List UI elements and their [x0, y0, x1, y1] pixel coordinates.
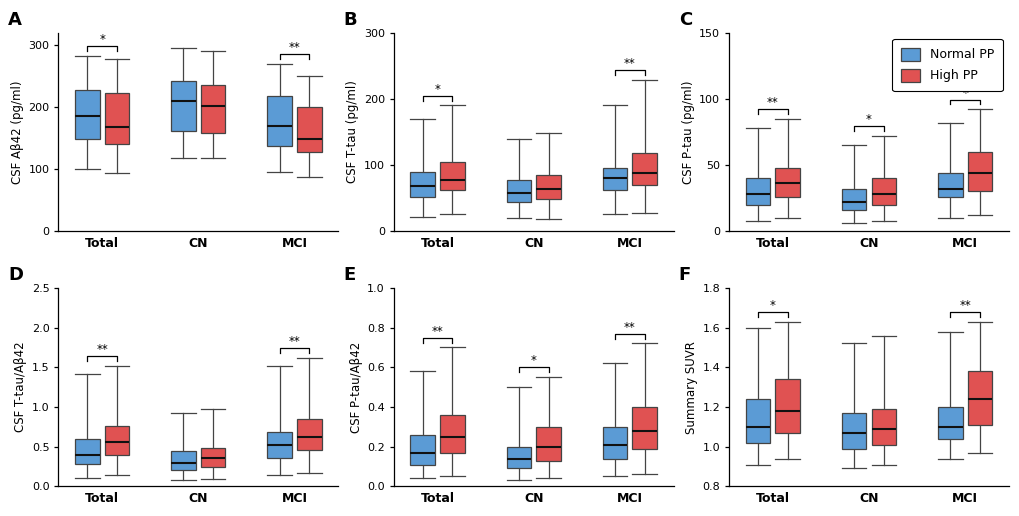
Text: **: ** [766, 96, 777, 109]
Bar [841, 413, 865, 448]
Bar [75, 90, 100, 139]
Bar [297, 107, 321, 152]
Text: **: ** [288, 41, 300, 54]
Text: *: * [865, 113, 871, 126]
Text: *: * [434, 83, 440, 95]
Bar [201, 86, 225, 133]
Bar [439, 162, 464, 190]
Y-axis label: CSF P-tau (pg/ml): CSF P-tau (pg/ml) [682, 80, 694, 184]
Text: *: * [530, 354, 536, 367]
Bar [632, 407, 656, 448]
Text: A: A [8, 11, 22, 29]
Bar [75, 439, 100, 464]
Bar [745, 178, 769, 205]
Legend: Normal PP, High PP: Normal PP, High PP [892, 39, 1002, 91]
Bar [506, 447, 531, 469]
Text: B: B [343, 11, 357, 29]
Bar [602, 168, 627, 190]
Text: D: D [8, 266, 23, 284]
Bar [774, 379, 799, 433]
Text: F: F [679, 266, 691, 284]
Bar [506, 180, 531, 202]
Bar [536, 175, 560, 199]
Text: **: ** [958, 299, 970, 312]
Text: E: E [343, 266, 356, 284]
Bar [439, 415, 464, 453]
Bar [410, 435, 434, 464]
Bar [171, 81, 196, 131]
Bar [297, 419, 321, 450]
Text: **: ** [624, 320, 635, 333]
Bar [267, 96, 291, 146]
Text: *: * [769, 299, 775, 312]
Text: **: ** [431, 325, 443, 337]
Bar [967, 152, 991, 191]
Y-axis label: Summary SUVR: Summary SUVR [685, 341, 698, 433]
Bar [201, 448, 225, 467]
Text: C: C [679, 11, 692, 29]
Text: *: * [99, 33, 105, 46]
Text: **: ** [96, 343, 108, 356]
Bar [774, 168, 799, 197]
Text: *: * [961, 87, 967, 100]
Y-axis label: CSF T-tau/Aβ42: CSF T-tau/Aβ42 [14, 342, 28, 432]
Bar [871, 178, 896, 205]
Bar [967, 372, 991, 425]
Bar [841, 189, 865, 210]
Bar [171, 450, 196, 471]
Bar [105, 426, 129, 455]
Y-axis label: CSF P-tau/Aβ42: CSF P-tau/Aβ42 [350, 342, 363, 433]
Bar [937, 173, 962, 197]
Bar [410, 172, 434, 197]
Y-axis label: CSF T-tau (pg/ml): CSF T-tau (pg/ml) [346, 80, 359, 183]
Y-axis label: CSF Aβ42 (pg/ml): CSF Aβ42 (pg/ml) [11, 80, 24, 184]
Bar [745, 399, 769, 443]
Bar [267, 432, 291, 458]
Bar [536, 427, 560, 461]
Bar [632, 153, 656, 185]
Text: **: ** [288, 335, 300, 348]
Text: **: ** [624, 57, 635, 70]
Bar [937, 407, 962, 439]
Bar [105, 93, 129, 144]
Bar [871, 409, 896, 445]
Bar [602, 427, 627, 459]
